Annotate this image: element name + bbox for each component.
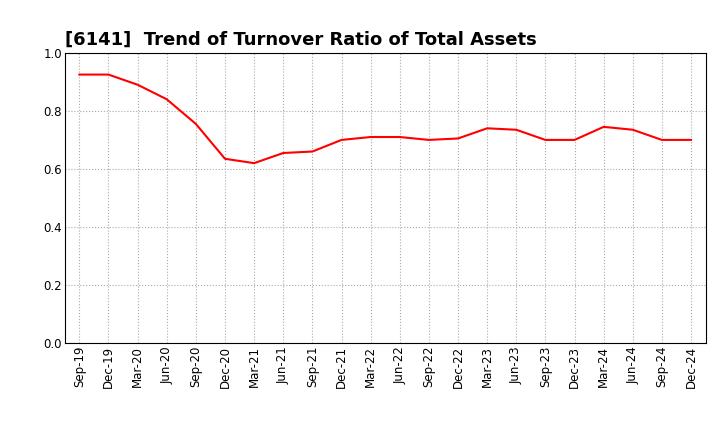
Text: [6141]  Trend of Turnover Ratio of Total Assets: [6141] Trend of Turnover Ratio of Total … xyxy=(65,30,536,48)
